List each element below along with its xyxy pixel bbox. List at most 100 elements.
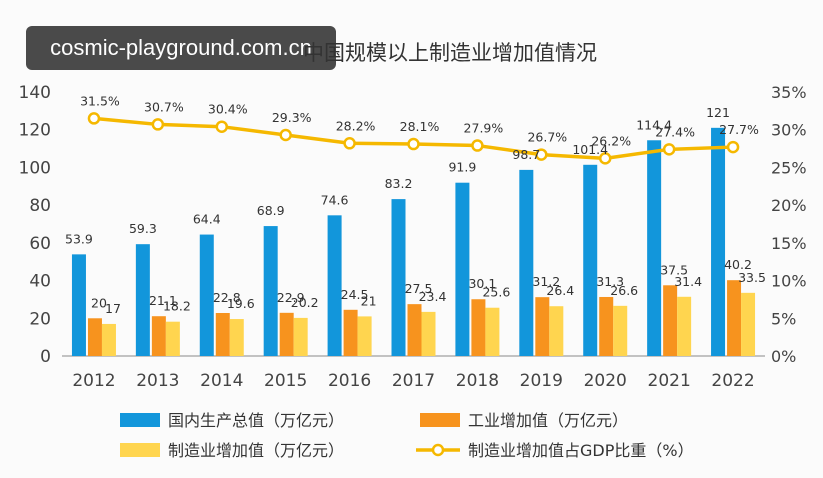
y-tick-label: 60 <box>29 234 51 254</box>
bar <box>391 199 406 356</box>
bar-data-label: 22.8 <box>213 290 241 305</box>
bar-data-label: 20 <box>91 295 107 310</box>
line-point <box>151 118 165 131</box>
bar-data-label: 24.5 <box>341 287 369 302</box>
bar-data-label: 33.5 <box>738 270 766 285</box>
bars-group <box>71 127 756 356</box>
bar-data-label: 30.1 <box>468 276 496 291</box>
y-tick-label: 0 <box>40 347 51 367</box>
bar <box>519 169 534 356</box>
bar-data-label: 27.5 <box>405 281 433 296</box>
bar-data-label: 68.9 <box>257 203 285 218</box>
x-tick-label: 2014 <box>200 371 243 391</box>
bar <box>421 311 436 356</box>
bar-data-label: 91.9 <box>448 160 476 175</box>
bar <box>647 140 662 356</box>
y2-tick-label: 35% <box>771 83 807 102</box>
bar <box>101 323 116 356</box>
bar-data-label: 121 <box>706 105 730 120</box>
bar-data-label: 19.6 <box>227 296 255 311</box>
bar-data-label: 53.9 <box>65 231 93 246</box>
data-labels-group: 53.9 59.3 64.4 68.9 74.6 83.2 91.9 98.7 101.4 114… <box>65 93 766 316</box>
bar <box>485 307 500 356</box>
bar-data-label: 98.7 <box>512 147 540 162</box>
legend-swatch <box>120 443 160 457</box>
y2-tick-label: 15% <box>771 234 807 253</box>
line-point <box>662 143 676 156</box>
line-point <box>471 139 484 152</box>
bar <box>263 226 278 356</box>
bar <box>327 215 342 356</box>
legend-swatch <box>420 413 460 427</box>
line-data-label: 27.4% <box>655 124 695 139</box>
line-data-label: 28.2% <box>336 118 376 133</box>
bar-data-label: 26.4 <box>546 283 574 298</box>
y-tick-label: 40 <box>29 272 51 292</box>
legend-label: 国内生产总值（万亿元） <box>168 411 344 430</box>
x-tick-label: 2021 <box>648 371 691 391</box>
bar-data-label: 37.5 <box>660 262 688 277</box>
legend-label: 工业增加值（万亿元） <box>468 411 628 430</box>
bar <box>455 182 470 356</box>
line-point <box>87 112 101 125</box>
bar <box>229 319 244 356</box>
y2-tick-label: 25% <box>771 158 807 177</box>
bar <box>215 313 230 356</box>
bar-data-label: 101.4 <box>572 142 608 157</box>
y-tick-label: 20 <box>29 309 51 329</box>
bar-data-label: 18.2 <box>163 299 191 314</box>
watermark-banner: cosmic-playground.com.cn <box>26 26 336 70</box>
line-point <box>279 128 292 142</box>
bar-data-label: 17 <box>105 301 121 316</box>
legend: 国内生产总值（万亿元） 工业增加值（万亿元） 制造业增加值（万亿元） 制造业增加值占G… <box>120 411 694 460</box>
bar <box>87 318 102 356</box>
line-point <box>407 137 420 151</box>
line-point <box>343 137 356 150</box>
bar-data-label: 22.9 <box>277 290 305 305</box>
legend-swatch <box>120 413 160 427</box>
bar <box>407 304 422 356</box>
bar <box>583 164 598 356</box>
bar <box>711 127 726 356</box>
x-tick-label: 2020 <box>584 371 627 391</box>
bar-data-label: 23.4 <box>419 289 447 304</box>
bar <box>741 292 756 356</box>
x-tick-label: 2019 <box>520 371 563 391</box>
bar <box>549 306 564 356</box>
x-tick-label: 2013 <box>136 371 179 391</box>
bar <box>677 296 692 356</box>
bar <box>599 296 614 356</box>
bar-data-label: 20.2 <box>291 295 319 310</box>
bar-data-label: 114.4 <box>636 117 672 132</box>
bar <box>279 312 294 356</box>
line-data-label: 29.3% <box>272 110 312 125</box>
bar <box>151 316 166 356</box>
bar <box>293 317 308 356</box>
x-tick-label: 2015 <box>264 371 307 391</box>
bar <box>663 285 678 356</box>
legend-label: 制造业增加值（万亿元） <box>168 441 344 460</box>
line-data-label: 26.7% <box>527 130 567 145</box>
bar-data-label: 26.6 <box>610 283 638 298</box>
y2-tick-label: 5% <box>771 309 796 328</box>
line-group <box>87 112 740 165</box>
bar <box>357 316 372 356</box>
bar-data-label: 31.2 <box>532 274 560 289</box>
line-point <box>726 140 740 154</box>
legend-label: 制造业增加值占GDP比重（%） <box>468 441 694 460</box>
y2-tick-label: 10% <box>771 272 807 291</box>
x-tick-label: 2017 <box>392 371 435 391</box>
y-tick-label: 120 <box>19 121 51 141</box>
bar <box>135 244 150 356</box>
line-data-label: 27.9% <box>464 121 504 136</box>
bar-data-label: 83.2 <box>385 176 413 191</box>
y2-tick-label: 30% <box>771 121 807 140</box>
bar <box>165 321 180 356</box>
line-data-label: 26.2% <box>591 133 631 148</box>
bar-data-label: 31.4 <box>674 274 702 289</box>
bar <box>535 297 550 356</box>
y-tick-label: 100 <box>19 158 51 178</box>
bar <box>471 299 486 356</box>
